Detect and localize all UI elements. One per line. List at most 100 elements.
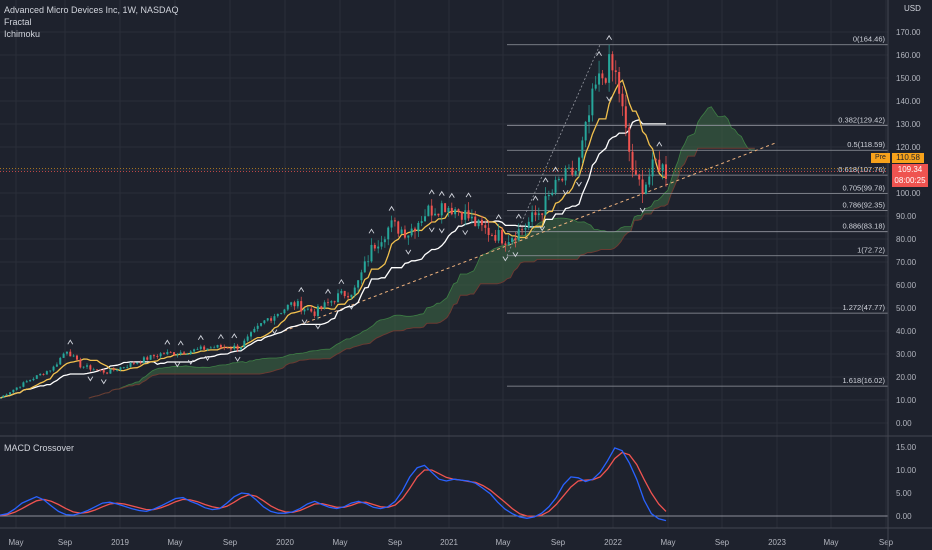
candle-body	[410, 228, 413, 236]
candle-body	[25, 381, 28, 383]
candle-body	[142, 357, 145, 363]
candle-body	[146, 357, 149, 360]
candle-body	[15, 387, 18, 390]
candle-body	[253, 328, 256, 333]
candle-body	[541, 213, 544, 215]
candle-body	[209, 347, 212, 349]
candle-body	[156, 356, 159, 357]
macd-tick-label: 10.00	[896, 466, 917, 475]
fractal-down-marker	[405, 249, 412, 255]
price-tick-label: 100.00	[896, 189, 921, 198]
price-tick-label: 90.00	[896, 212, 917, 221]
grid	[0, 0, 888, 528]
candle-body	[591, 88, 594, 116]
candle-body	[601, 73, 604, 79]
candle-body	[260, 323, 263, 326]
fractal-up-marker	[67, 339, 74, 345]
candle-body	[42, 373, 45, 375]
candle-body	[353, 287, 356, 295]
candle-body	[306, 308, 309, 310]
price-tick-label: 170.00	[896, 28, 921, 37]
candle-body	[12, 389, 15, 393]
fractal-up-marker	[388, 205, 395, 211]
candle-body	[246, 336, 249, 341]
candle-body	[360, 272, 363, 281]
candle-body	[494, 235, 497, 241]
candle-body	[608, 54, 611, 83]
fractal-down-marker	[204, 355, 211, 361]
macd-tick-label: 5.00	[896, 489, 912, 498]
macd-tick-label: 15.00	[896, 443, 917, 452]
price-tick-label: 40.00	[896, 327, 917, 336]
candle-body	[484, 225, 487, 228]
candle-body	[162, 353, 165, 355]
candle-body	[434, 213, 437, 216]
candle-body	[614, 70, 617, 73]
candle-body	[196, 348, 199, 350]
candle-body	[648, 176, 651, 185]
legend-fractal[interactable]: Fractal	[4, 17, 32, 27]
candle-body	[293, 302, 296, 307]
time-tick-label: 2022	[604, 538, 622, 547]
time-tick-label: Sep	[551, 538, 566, 547]
candle-body	[326, 302, 329, 304]
candle-body	[229, 348, 232, 350]
candle-body	[393, 220, 396, 222]
fib-retracement: 0(164.46) 0.382(129.42) 0.5(118.59) 0.618(1…	[0, 35, 888, 387]
candle-body	[82, 366, 85, 368]
fractal-down-marker	[87, 376, 94, 382]
candle-body	[567, 167, 570, 169]
candle-body	[75, 355, 78, 360]
fib-level-label: 0(164.46)	[853, 35, 886, 44]
candle-body	[132, 362, 135, 364]
fractal-up-marker	[218, 333, 224, 339]
fractal-down-marker	[187, 359, 194, 365]
fractal-down-marker	[234, 356, 241, 362]
candle-body	[72, 355, 75, 357]
candle-body	[454, 209, 457, 215]
candle-body	[370, 244, 373, 262]
candle-body	[554, 179, 557, 193]
candle-body	[618, 72, 621, 94]
price-tick-label: 150.00	[896, 74, 921, 83]
fractal-down-marker	[301, 319, 308, 325]
candle-body	[189, 351, 192, 355]
candle-body	[216, 345, 219, 348]
candles	[0, 44, 667, 399]
fractal-down-marker	[539, 226, 546, 232]
candle-body	[551, 192, 554, 196]
candle-body	[440, 203, 443, 216]
bar-countdown: 08:00:25	[894, 176, 926, 185]
candle-body	[527, 221, 530, 228]
candle-body	[447, 207, 450, 213]
candle-body	[223, 347, 226, 349]
candle-body	[266, 318, 269, 321]
kijun-line	[0, 119, 666, 399]
candle-body	[283, 309, 286, 314]
candle-body	[557, 178, 560, 180]
candle-body	[330, 301, 333, 303]
candle-body	[457, 209, 460, 212]
legend-ichimoku[interactable]: Ichimoku	[4, 29, 41, 39]
candle-body	[638, 174, 641, 180]
candle-body	[226, 347, 229, 349]
candle-body	[437, 213, 440, 216]
price-tick-label: 130.00	[896, 120, 921, 129]
fractal-down-marker	[348, 304, 355, 310]
last-price-value: 109.34	[897, 165, 923, 174]
price-tick-label: 160.00	[896, 51, 921, 60]
candle-body	[206, 348, 209, 350]
candle-body	[644, 184, 647, 194]
macd-title[interactable]: MACD Crossover	[4, 443, 75, 453]
candle-body	[413, 228, 416, 232]
candle-body	[62, 353, 65, 358]
candle-body	[236, 345, 239, 350]
candle-body	[430, 205, 433, 216]
candle-body	[571, 167, 574, 175]
candle-body	[444, 203, 447, 213]
candle-body	[343, 290, 346, 297]
fractal-up-marker	[231, 333, 238, 339]
fractal-down-marker	[174, 362, 181, 368]
